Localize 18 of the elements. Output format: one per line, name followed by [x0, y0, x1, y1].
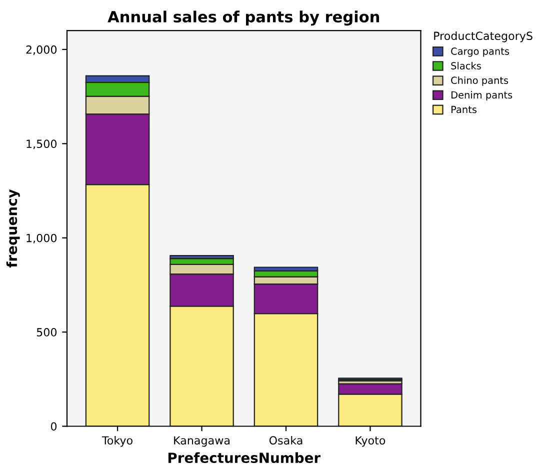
chart-title: Annual sales of pants by region	[108, 10, 380, 26]
legend-label: Chino pants	[451, 76, 508, 86]
y-tick-label: 0	[50, 422, 57, 431]
legend-label: Pants	[452, 106, 476, 114]
y-tick-label: 2,000	[26, 45, 57, 55]
legend-label: Slacks	[451, 62, 481, 70]
x-tick-label: Tokyo	[102, 436, 132, 447]
y-tick-label: 1,000	[26, 234, 57, 244]
x-tick-label: Kyoto	[356, 436, 386, 447]
x-tick-label: Osaka	[269, 436, 302, 445]
x-tick-label: Kanagawa	[174, 436, 230, 447]
y-tick-label: 1,500	[26, 140, 57, 150]
legend-label: Cargo pants	[451, 48, 510, 57]
y-axis-title: frequency	[6, 189, 20, 268]
legend-label: Denim pants	[452, 91, 512, 100]
x-axis-title: PrefecturesNumber	[168, 452, 321, 464]
y-tick-label: 500	[36, 328, 57, 336]
legend-title: ProductCategoryS	[434, 31, 532, 42]
